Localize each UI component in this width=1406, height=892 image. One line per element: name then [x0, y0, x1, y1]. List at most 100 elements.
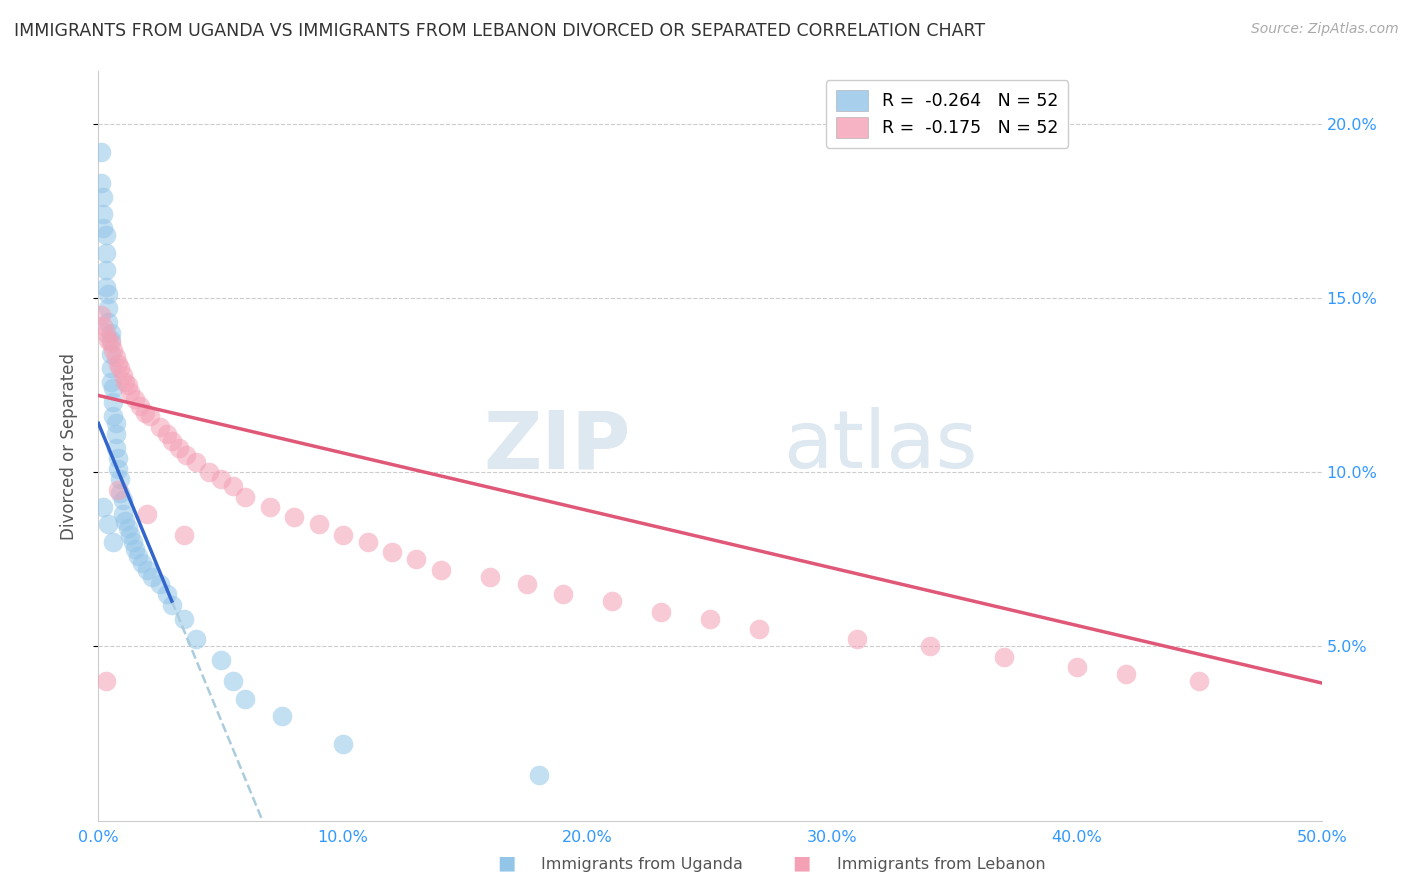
Point: [114, 375, 136, 389]
Point: [136, 507, 159, 521]
Point: [94, 228, 117, 243]
Point: [107, 451, 129, 466]
Point: [111, 507, 134, 521]
Text: ■: ■: [496, 854, 516, 872]
Point: [110, 472, 132, 486]
Point: [100, 375, 122, 389]
Point: [101, 534, 124, 549]
Point: [381, 545, 404, 559]
Point: [94, 245, 117, 260]
Point: [91, 207, 114, 221]
Text: Immigrants from Uganda: Immigrants from Uganda: [541, 857, 744, 872]
Point: [222, 479, 245, 493]
Point: [222, 674, 245, 689]
Point: [90, 176, 112, 190]
Point: [91, 318, 114, 333]
Text: ■: ■: [792, 854, 811, 872]
Point: [176, 448, 198, 462]
Point: [104, 441, 127, 455]
Point: [100, 360, 122, 375]
Point: [149, 420, 172, 434]
Point: [124, 392, 146, 406]
Point: [186, 455, 208, 469]
Text: atlas: atlas: [783, 407, 977, 485]
Point: [650, 605, 672, 619]
Point: [117, 378, 139, 392]
Point: [430, 563, 453, 577]
Point: [233, 691, 256, 706]
Point: [173, 611, 195, 625]
Point: [94, 263, 117, 277]
Point: [332, 737, 354, 751]
Point: [100, 336, 122, 351]
Text: IMMIGRANTS FROM UGANDA VS IMMIGRANTS FROM LEBANON DIVORCED OR SEPARATED CORRELAT: IMMIGRANTS FROM UGANDA VS IMMIGRANTS FRO…: [14, 22, 986, 40]
Text: Immigrants from Lebanon: Immigrants from Lebanon: [837, 857, 1045, 872]
Point: [197, 465, 219, 479]
Point: [100, 346, 122, 360]
Point: [90, 308, 112, 322]
Point: [405, 552, 427, 566]
Point: [101, 343, 124, 358]
Point: [107, 483, 129, 497]
Point: [131, 556, 153, 570]
Point: [104, 417, 127, 431]
Point: [90, 145, 112, 159]
Point: [94, 326, 117, 340]
Point: [114, 514, 136, 528]
Text: Source: ZipAtlas.com: Source: ZipAtlas.com: [1251, 22, 1399, 37]
Point: [91, 500, 114, 514]
Point: [156, 426, 179, 441]
Point: [845, 632, 868, 647]
Point: [94, 280, 117, 294]
Point: [91, 221, 114, 235]
Point: [209, 653, 232, 667]
Point: [160, 434, 183, 448]
Point: [97, 287, 120, 301]
Point: [94, 674, 117, 689]
Point: [139, 409, 162, 424]
Y-axis label: Divorced or Separated: Divorced or Separated: [59, 352, 77, 540]
Point: [283, 510, 305, 524]
Point: [121, 534, 143, 549]
Point: [120, 528, 142, 542]
Point: [124, 541, 146, 556]
Point: [748, 622, 770, 636]
Point: [107, 357, 129, 371]
Legend: R =  -0.264   N = 52, R =  -0.175   N = 52: R = -0.264 N = 52, R = -0.175 N = 52: [825, 80, 1069, 148]
Point: [104, 426, 127, 441]
Point: [101, 409, 124, 424]
Text: ZIP: ZIP: [484, 407, 630, 485]
Point: [111, 493, 134, 508]
Point: [134, 406, 156, 420]
Point: [209, 472, 232, 486]
Point: [233, 490, 256, 504]
Point: [478, 570, 501, 584]
Point: [97, 517, 120, 532]
Point: [259, 500, 281, 514]
Point: [110, 486, 132, 500]
Point: [920, 640, 942, 654]
Point: [127, 549, 149, 563]
Point: [141, 570, 163, 584]
Point: [149, 576, 172, 591]
Point: [156, 587, 179, 601]
Point: [120, 384, 142, 399]
Point: [111, 368, 134, 382]
Point: [104, 350, 127, 364]
Point: [97, 301, 120, 316]
Point: [101, 395, 124, 409]
Point: [332, 528, 354, 542]
Point: [270, 709, 294, 723]
Point: [527, 768, 550, 782]
Point: [160, 598, 183, 612]
Point: [129, 399, 152, 413]
Point: [1188, 674, 1211, 689]
Point: [1115, 667, 1137, 681]
Point: [136, 563, 159, 577]
Point: [100, 326, 122, 340]
Point: [97, 333, 120, 347]
Point: [101, 382, 124, 396]
Point: [356, 534, 378, 549]
Point: [553, 587, 575, 601]
Point: [91, 190, 114, 204]
